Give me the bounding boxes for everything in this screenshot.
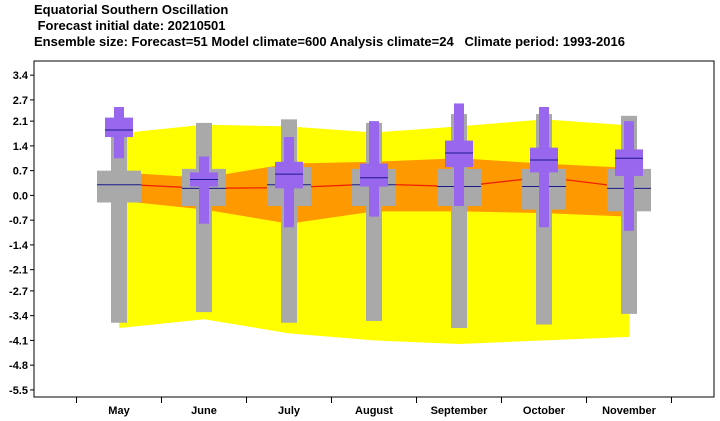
x-tick-label-august: August [355,405,393,417]
y-tick-label: -1.4 [9,240,29,252]
plot-frame [33,60,715,398]
y-tick-label: -2.7 [9,286,28,298]
x-tick-label-november: November [602,405,657,417]
forecast-iqr [275,161,303,189]
y-tick-label: -5.5 [9,385,28,397]
forecast-box-november [615,121,643,231]
model-climate-whisker [111,129,127,323]
forecast-box-august [360,121,388,217]
model-climate-iqr [97,170,141,203]
y-tick-label: 0.7 [13,166,28,178]
y-tick-label: 3.4 [13,70,29,82]
y-tick-label: -2.1 [9,265,28,277]
y-tick-label: -4.1 [9,335,28,347]
y-tick-label: 2.1 [13,116,28,128]
ensemble-info-line: Ensemble size: Forecast=51 Model climate… [34,34,625,49]
forecast-iqr [615,149,643,176]
x-tick-label-september: September [431,405,489,417]
forecast-box-june [190,156,218,224]
model-climate-box-may [97,129,141,323]
y-tick-label: -4.8 [9,360,28,372]
forecast-box-september [445,103,473,207]
chart-title: Equatorial Southern Oscillation [34,2,229,17]
forecast-iqr [360,163,388,187]
forecast-iqr [445,140,473,168]
chart-header: Equatorial Southern Oscillation Forecast… [34,2,625,50]
y-tick-label: 0.0 [13,190,28,202]
y-tick-label: 2.7 [13,95,28,107]
forecast-iqr [105,117,133,138]
forecast-box-may [105,106,133,159]
y-tick-label: -3.4 [9,311,29,323]
forecast-box-october [530,106,558,228]
y-tick-label: -0.7 [9,215,28,227]
forecast-date-line: Forecast initial date: 20210501 [34,18,226,33]
axes: 3.4 2.7 2.1 1.4 0.7 0.0 -0.7 -1.4 -2.1 -2.7 -3.4 -4… [9,60,715,417]
x-tick-label-july: July [278,405,301,417]
forecast-box-july [275,137,303,228]
x-tick-label-june: June [191,405,217,417]
box-plots [97,103,651,329]
x-tick-label-october: October [523,405,566,417]
y-tick-label: 1.4 [13,141,29,153]
x-tick-label-may: May [108,405,130,417]
forecast-whisker [199,156,209,224]
